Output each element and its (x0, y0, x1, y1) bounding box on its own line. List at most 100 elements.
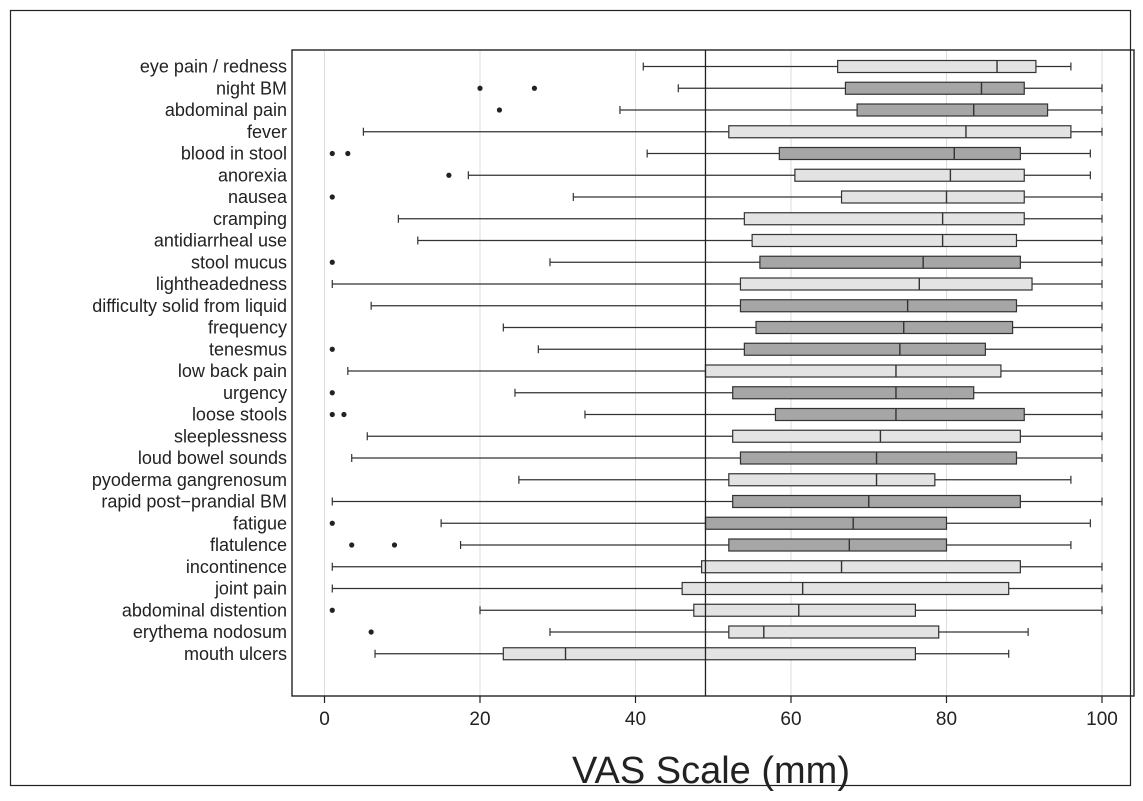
category-label: abdominal pain (165, 100, 287, 120)
x-axis-title: VAS Scale (mm) (572, 750, 850, 792)
box-iqr (732, 386, 975, 400)
outlier-point (329, 607, 335, 613)
category-label: pyoderma gangrenosum (92, 470, 287, 490)
box-row (837, 59, 1037, 74)
box-row (728, 473, 936, 487)
box-row (751, 233, 1018, 248)
box-iqr (844, 81, 1025, 95)
boxes (502, 59, 1072, 661)
box-iqr (739, 451, 1018, 465)
outlier-point (329, 346, 335, 352)
category-label: flatulence (210, 535, 287, 555)
category-label: joint pain (214, 579, 287, 599)
box-row (759, 255, 1021, 269)
box-iqr (837, 59, 1037, 74)
category-label: lightheadedness (156, 274, 287, 294)
box-iqr (743, 342, 986, 356)
category-label: fatigue (233, 513, 287, 533)
box-iqr (704, 364, 1002, 378)
box-iqr (728, 538, 948, 552)
box-row (739, 451, 1018, 465)
category-label: stool mucus (191, 252, 287, 272)
outlier-point (329, 390, 335, 396)
plot-area-border (291, 49, 1135, 697)
category-label: eye pain / redness (140, 57, 287, 77)
box-row (693, 603, 916, 617)
category-label: abdominal distention (122, 600, 287, 620)
box-iqr (840, 190, 1025, 204)
category-label: frequency (208, 318, 287, 338)
box-iqr (856, 103, 1049, 117)
box-row (704, 516, 948, 530)
x-tick-label: 100 (1086, 709, 1118, 730)
box-row (743, 212, 1025, 226)
category-label: low back pain (178, 361, 287, 381)
box-row (778, 146, 1021, 161)
category-label: mouth ulcers (184, 644, 287, 664)
box-row (700, 560, 1021, 574)
outlier-point (329, 150, 335, 157)
box-row (856, 103, 1049, 117)
box-row (844, 81, 1025, 95)
outlier-point (531, 85, 538, 91)
box-row (840, 190, 1025, 204)
box-row (732, 386, 975, 400)
x-axis-ticks: 0 20 40 60 80 100 (319, 696, 1118, 730)
box-iqr (755, 320, 1014, 335)
box-iqr (739, 299, 1018, 313)
category-label: incontinence (186, 557, 287, 577)
category-label: loose stools (192, 405, 287, 425)
outliers (329, 85, 538, 635)
outlier-point (446, 172, 452, 178)
category-label: urgency (223, 383, 287, 403)
box-iqr (681, 581, 1010, 596)
category-label: fever (247, 122, 287, 142)
box-iqr (502, 647, 917, 661)
outlier-point (345, 150, 351, 157)
x-tick-label: 40 (625, 709, 646, 730)
category-label: loud bowel sounds (138, 448, 287, 468)
box-row (502, 647, 917, 661)
category-label: tenesmus (209, 339, 287, 359)
outlier-point (329, 520, 335, 526)
category-label: difficulty solid from liquid (92, 296, 287, 316)
outlier-point (329, 411, 335, 418)
box-iqr (700, 560, 1021, 574)
outlier-point (329, 194, 335, 200)
box-iqr (728, 473, 936, 487)
box-row (739, 277, 1033, 291)
box-iqr (794, 168, 1025, 182)
box-row (794, 168, 1025, 182)
box-iqr (774, 407, 1025, 422)
box-row (743, 342, 986, 356)
category-label: night BM (216, 78, 287, 98)
box-row (732, 494, 1021, 509)
x-tick-label: 80 (936, 709, 957, 730)
outlier-point (341, 411, 347, 418)
box-row (774, 407, 1025, 422)
box-row (704, 364, 1002, 378)
category-label: antidiarrheal use (154, 231, 287, 251)
category-label: sleeplessness (174, 426, 287, 446)
box-iqr (778, 146, 1021, 161)
category-label: erythema nodosum (133, 622, 287, 642)
outlier-point (391, 542, 398, 548)
box-iqr (693, 603, 916, 617)
box-iqr (751, 233, 1018, 248)
x-tick-label: 20 (469, 709, 490, 730)
outlier-point (368, 629, 374, 635)
box-iqr (759, 255, 1021, 269)
category-label: cramping (213, 209, 287, 229)
box-iqr (728, 625, 940, 639)
category-label: rapid post−prandial BM (101, 492, 287, 512)
x-tick-label: 0 (319, 709, 330, 730)
box-row (681, 581, 1010, 596)
box-iqr (732, 494, 1021, 509)
x-tick-label: 60 (780, 709, 801, 730)
box-row (728, 538, 948, 552)
outlier-point (496, 107, 503, 113)
category-label: nausea (228, 187, 288, 207)
